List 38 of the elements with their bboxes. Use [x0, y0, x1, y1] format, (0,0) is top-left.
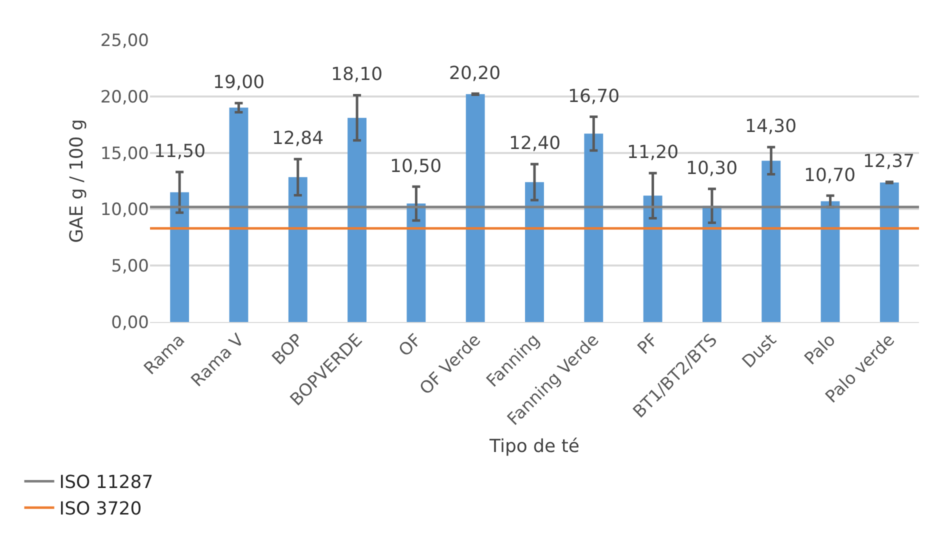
bar: [348, 118, 366, 322]
bar: [525, 182, 544, 322]
data-label: 10,50: [390, 156, 442, 177]
data-label: 18,10: [331, 64, 383, 85]
x-axis-title: Tipo de té: [488, 436, 580, 457]
bar: [820, 201, 840, 322]
data-label: 14,30: [745, 116, 797, 137]
data-label: 10,30: [686, 158, 738, 179]
y-tick-label: 15,00: [100, 144, 149, 164]
legend-label: ISO 3720: [59, 498, 142, 520]
data-label: 11,20: [627, 142, 679, 163]
bar: [880, 182, 899, 322]
data-label: 12,84: [272, 128, 324, 149]
bar: [643, 196, 662, 322]
x-tick-label: OF: [395, 330, 426, 361]
bar: [229, 108, 248, 322]
bar: [584, 134, 604, 322]
data-label: 10,70: [804, 165, 856, 186]
bar: [762, 160, 781, 322]
data-label: 16,70: [568, 86, 620, 107]
data-label: 20,20: [449, 63, 501, 84]
y-axis-title: GAE g / 100 g: [66, 119, 88, 243]
y-tick-label: 0,00: [111, 312, 149, 333]
y-tick-label: 20,00: [100, 87, 149, 108]
y-tick-label: 25,00: [100, 30, 149, 51]
legend-label: ISO 11287: [59, 472, 154, 494]
data-label: 12,37: [863, 151, 915, 172]
data-label: 12,40: [509, 133, 561, 154]
bar: [702, 206, 722, 322]
x-tick-label: Palo: [800, 330, 840, 370]
y-tick-label: 10,00: [100, 200, 149, 220]
bar: [288, 177, 308, 322]
bar: [170, 192, 190, 322]
data-label: 11,50: [154, 141, 206, 162]
bar: [466, 94, 485, 322]
y-tick-label: 5,00: [111, 256, 149, 277]
data-label: 19,00: [213, 72, 265, 93]
bar: [406, 204, 426, 322]
